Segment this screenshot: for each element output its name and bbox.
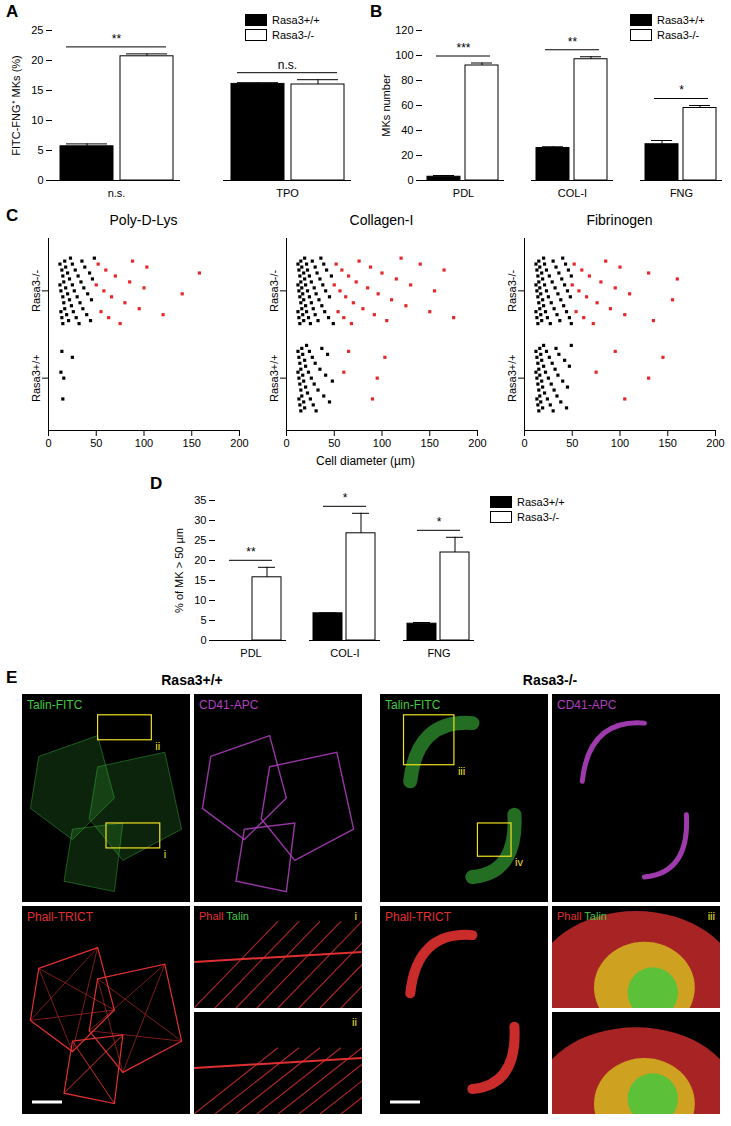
svg-text:n.s.: n.s. [278, 58, 297, 72]
html-text:Rasa3-/-: Rasa3-/- [657, 29, 700, 41]
svg-text:Rasa3+/+: Rasa3+/+ [161, 672, 223, 688]
html-text:Cell diameter (µm): Cell diameter (µm) [316, 454, 415, 468]
html-text:Poly-D-Lys: Poly-D-Lys [109, 212, 178, 228]
svg-text:iii: iii [708, 910, 715, 922]
svg-text:CD41-APC: CD41-APC [199, 698, 259, 712]
svg-text:iv: iv [515, 856, 523, 868]
svg-text:FNG: FNG [670, 187, 693, 199]
html-text:B: B [370, 2, 383, 21]
svg-text:Rasa3-/-: Rasa3-/- [506, 269, 518, 312]
html-text:E: E [6, 668, 18, 687]
svg-text:50: 50 [566, 437, 578, 449]
html-text:Rasa3-/-: Rasa3-/- [272, 29, 315, 41]
svg-text:Rasa3+/+: Rasa3+/+ [506, 354, 518, 402]
svg-text:**: ** [112, 32, 122, 46]
svg-text:40: 40 [401, 124, 413, 136]
svg-text:Phall-TRICT: Phall-TRICT [27, 910, 94, 924]
svg-text:Phall Talin: Phall Talin [199, 910, 249, 922]
svg-text:COL-I: COL-I [558, 187, 587, 199]
svg-text:Phall-TRICT: Phall-TRICT [385, 910, 452, 924]
svg-text:*: * [679, 83, 684, 97]
svg-text:50: 50 [328, 437, 340, 449]
svg-text:*: * [343, 491, 348, 505]
svg-text:ii: ii [155, 740, 160, 752]
svg-text:n.s.: n.s. [108, 187, 126, 199]
svg-text:TPO: TPO [276, 187, 299, 199]
svg-text:35: 35 [194, 494, 206, 506]
svg-text:150: 150 [659, 437, 677, 449]
svg-text:100: 100 [395, 49, 413, 61]
html-text:C: C [6, 206, 19, 225]
svg-text:COL-I: COL-I [330, 647, 359, 659]
svg-text:15: 15 [194, 574, 206, 586]
svg-text:200: 200 [230, 437, 248, 449]
svg-text:**: ** [568, 35, 578, 49]
svg-text:Rasa3-/-: Rasa3-/- [523, 672, 578, 688]
svg-text:i: i [164, 848, 166, 860]
svg-text:100: 100 [135, 437, 153, 449]
svg-text:150: 150 [183, 437, 201, 449]
html-text:Rasa3+/+: Rasa3+/+ [517, 496, 565, 508]
svg-text:20: 20 [31, 54, 43, 66]
svg-text:15: 15 [31, 84, 43, 96]
svg-text:200: 200 [468, 437, 486, 449]
svg-text:iii: iii [458, 765, 465, 777]
svg-text:20: 20 [194, 554, 206, 566]
html-text:Rasa3+/+: Rasa3+/+ [657, 14, 705, 26]
svg-text:***: *** [456, 41, 470, 55]
svg-text:0: 0 [45, 437, 51, 449]
svg-text:5: 5 [37, 144, 43, 156]
svg-text:Talin-FITC: Talin-FITC [385, 698, 441, 712]
svg-text:Rasa3-/-: Rasa3-/- [30, 269, 42, 312]
svg-text:10: 10 [31, 114, 43, 126]
svg-text:10: 10 [194, 594, 206, 606]
svg-text:Rasa3-/-: Rasa3-/- [268, 269, 280, 312]
svg-text:**: ** [246, 545, 256, 559]
svg-text:FNG: FNG [427, 647, 450, 659]
html-text:D: D [150, 474, 163, 493]
svg-text:PDL: PDL [240, 647, 261, 659]
svg-text:Rasa3+/+: Rasa3+/+ [268, 354, 280, 402]
svg-text:0: 0 [407, 174, 413, 186]
svg-text:0: 0 [200, 634, 206, 646]
svg-text:25: 25 [31, 24, 43, 36]
svg-text:FITC-FNG⁺ MKs (%): FITC-FNG⁺ MKs (%) [10, 55, 22, 156]
svg-text:% of MK > 50 µm: % of MK > 50 µm [173, 528, 185, 613]
svg-text:Rasa3+/+: Rasa3+/+ [30, 354, 42, 402]
html-text:Collagen-I: Collagen-I [349, 212, 414, 228]
svg-text:0: 0 [37, 174, 43, 186]
svg-text:5: 5 [200, 614, 206, 626]
html-text:Rasa3+/+: Rasa3+/+ [272, 14, 320, 26]
svg-text:i: i [355, 910, 357, 922]
svg-text:PDL: PDL [453, 187, 474, 199]
svg-text:0: 0 [521, 437, 527, 449]
svg-text:25: 25 [194, 534, 206, 546]
svg-text:MKs number: MKs number [380, 74, 392, 137]
svg-text:20: 20 [401, 149, 413, 161]
svg-text:60: 60 [401, 99, 413, 111]
svg-text:150: 150 [421, 437, 439, 449]
svg-text:100: 100 [373, 437, 391, 449]
svg-text:50: 50 [90, 437, 102, 449]
svg-text:100: 100 [611, 437, 629, 449]
svg-text:0: 0 [283, 437, 289, 449]
svg-text:CD41-APC: CD41-APC [557, 698, 617, 712]
svg-text:ii: ii [352, 1016, 357, 1028]
svg-text:30: 30 [194, 514, 206, 526]
html-text:Fibrinogen: Fibrinogen [586, 212, 653, 228]
html-text:A: A [6, 2, 19, 21]
html-text:Rasa3-/-: Rasa3-/- [517, 511, 560, 523]
svg-text:80: 80 [401, 74, 413, 86]
svg-text:*: * [437, 515, 442, 529]
svg-text:120: 120 [395, 24, 413, 36]
svg-text:Phall Talin: Phall Talin [557, 910, 607, 922]
svg-text:200: 200 [706, 437, 724, 449]
svg-text:Talin-FITC: Talin-FITC [27, 698, 83, 712]
